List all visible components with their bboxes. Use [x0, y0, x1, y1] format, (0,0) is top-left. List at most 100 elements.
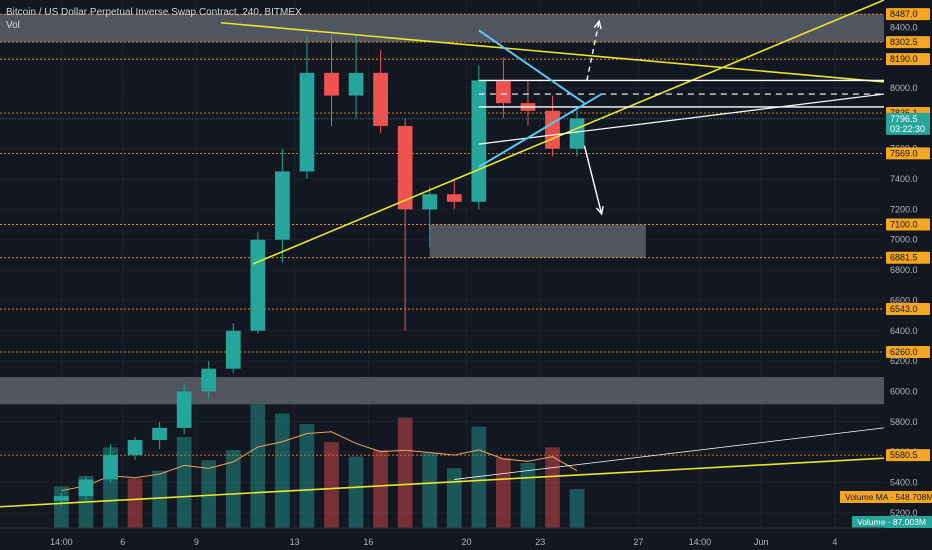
candle-body: [127, 440, 143, 456]
candle-body: [176, 391, 192, 428]
volume-bar: [250, 404, 266, 528]
time-tick-label: 23: [535, 537, 545, 547]
symbol-title[interactable]: Bitcoin / US Dollar Perpetual Inverse Sw…: [6, 7, 302, 18]
time-tick-label: 16: [363, 537, 373, 547]
arrow-head: [593, 19, 602, 30]
volume-tag-label: Volume · 87.003M: [857, 517, 926, 527]
candle-body: [78, 479, 94, 497]
candle-body: [569, 118, 585, 149]
bearish-arrow-line[interactable]: [583, 145, 603, 215]
volume-bar: [299, 424, 315, 528]
price-tick-label: 5200.0: [890, 508, 918, 518]
bullish-arrow-line[interactable]: [586, 21, 600, 81]
volume-bar: [176, 437, 192, 528]
supply-demand-zone: [0, 377, 884, 405]
candle-body: [250, 239, 266, 331]
volume-indicator-label[interactable]: Vol: [6, 20, 20, 31]
level-price-tag: [886, 8, 930, 21]
level-price-tag-label: 8190.0: [890, 54, 918, 64]
volume-bar: [520, 463, 536, 528]
white-thin-trendline[interactable]: [454, 427, 885, 480]
volume-tag: [852, 516, 932, 528]
chart-legend: Bitcoin / US Dollar Perpetual Inverse Sw…: [6, 6, 302, 32]
candle-body: [275, 171, 290, 240]
candle-body: [348, 72, 364, 96]
candle-body: [225, 330, 241, 369]
level-price-tag-label: 6543.0: [890, 304, 918, 314]
candle-body: [152, 427, 167, 440]
candle-body: [545, 110, 560, 149]
volume-bar: [471, 426, 487, 528]
volume-bar: [422, 452, 438, 528]
time-tick-label: 6: [120, 537, 125, 547]
volume-ma-tag-label: Volume MA · 548.708M: [845, 492, 932, 502]
volume-bar: [225, 450, 241, 528]
time-tick-label: 20: [462, 537, 472, 547]
candle-body: [446, 194, 462, 202]
price-tick-label: 5400.0: [890, 477, 918, 487]
level-price-tag: [886, 303, 930, 316]
level-price-tag-label: 6260.0: [890, 347, 918, 357]
current-price-label: 7796.5: [890, 114, 918, 124]
level-price-tag: [886, 449, 930, 462]
candle-body: [496, 80, 511, 104]
candle-body: [422, 194, 438, 210]
time-tick-label: 4: [832, 537, 837, 547]
time-tick-label: 13: [290, 537, 300, 547]
price-tick-label: 6000.0: [890, 386, 918, 396]
level-price-tag-label: 6881.5: [890, 253, 918, 263]
candle-body: [471, 80, 487, 202]
yellow-trendline[interactable]: [252, 0, 885, 265]
level-price-tag-label: 8302.5: [890, 37, 918, 47]
cyan-triangle-line[interactable]: [478, 93, 603, 168]
price-tick-label: 7000.0: [890, 235, 918, 245]
time-tick-label: 9: [194, 537, 199, 547]
volume-bar: [324, 442, 339, 528]
volume-bar: [373, 450, 388, 528]
candle-body: [103, 455, 118, 480]
yellow-trendline[interactable]: [220, 21, 885, 83]
bar-countdown-label: 03:22:30: [890, 124, 925, 134]
level-price-tag: [886, 36, 930, 49]
volume-ma-tag: [840, 491, 932, 503]
level-price-tag-label: 5580.5: [890, 450, 918, 460]
level-price-tag-label: 7100.0: [890, 220, 918, 230]
level-price-tag: [886, 251, 930, 264]
candle-body: [324, 72, 339, 96]
candle-body: [397, 125, 413, 210]
yellow-support-line[interactable]: [0, 457, 885, 508]
level-price-tag: [886, 147, 930, 160]
cyan-triangle-line[interactable]: [478, 29, 585, 104]
current-price-tag: [886, 112, 930, 135]
volume-bar: [275, 413, 290, 528]
level-price-tag-label: 8487.0: [890, 9, 918, 19]
time-tick-label: 27: [633, 537, 643, 547]
price-tick-label: 6200.0: [890, 356, 918, 366]
price-tick-label: 5800.0: [890, 417, 918, 427]
volume-bar: [54, 486, 69, 528]
price-tick-label: 7400.0: [890, 174, 918, 184]
price-tick-label: 8000.0: [890, 83, 918, 93]
candle-body: [54, 496, 69, 501]
candle-body: [299, 72, 315, 172]
time-tick-label: 14:00: [50, 537, 73, 547]
time-tick-label: Jun: [754, 537, 769, 547]
level-price-tag-label: 7569.0: [890, 148, 918, 158]
supply-demand-zone: [429, 224, 646, 258]
volume-bar: [569, 489, 585, 528]
volume-bar: [127, 478, 143, 528]
arrow-head: [595, 205, 604, 216]
price-tick-label: 7200.0: [890, 204, 918, 214]
volume-bar: [496, 457, 511, 528]
volume-bar: [152, 470, 167, 528]
volume-bar: [446, 468, 462, 528]
price-tick-label: 6800.0: [890, 265, 918, 275]
price-tick-label: 8400.0: [890, 22, 918, 32]
volume-ma-line: [61, 431, 578, 492]
price-tick-label: 6400.0: [890, 326, 918, 336]
volume-bar: [348, 456, 364, 528]
volume-bar: [201, 460, 217, 528]
level-price-tag: [886, 218, 930, 231]
